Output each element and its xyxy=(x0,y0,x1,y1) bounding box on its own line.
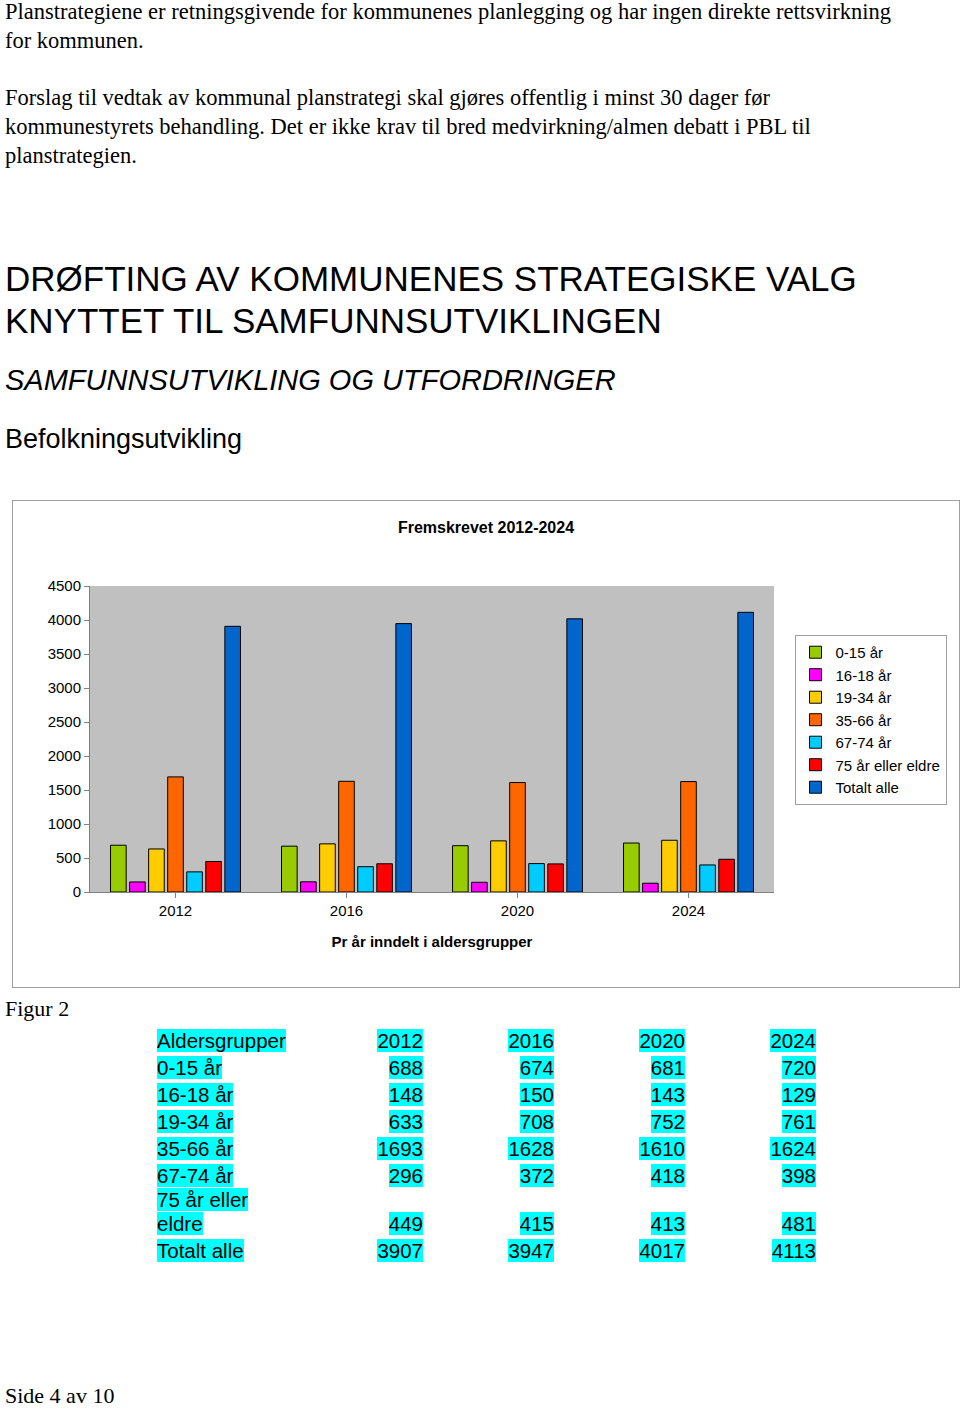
html-text:1610: 1610 xyxy=(639,1137,685,1160)
svg-text:67-74 år: 67-74 år xyxy=(836,734,892,751)
html-text:2012: 2012 xyxy=(377,1029,423,1052)
svg-text:2000: 2000 xyxy=(48,747,81,764)
svg-text:Pr år inndelt i aldersgrupper: Pr år inndelt i aldersgrupper xyxy=(332,933,533,950)
svg-text:2016: 2016 xyxy=(330,902,363,919)
svg-text:0: 0 xyxy=(73,883,81,900)
html-text:688: 688 xyxy=(388,1056,423,1079)
html-text:674: 674 xyxy=(519,1056,554,1079)
svg-text:19-34 år: 19-34 år xyxy=(836,689,892,706)
svg-text:500: 500 xyxy=(56,849,81,866)
html-text:681: 681 xyxy=(650,1056,685,1079)
html-text:1693: 1693 xyxy=(377,1137,423,1160)
html-text:0-15 år: 0-15 år xyxy=(157,1056,222,1079)
svg-text:16-18 år: 16-18 år xyxy=(836,667,892,684)
html-text:SAMFUNNSUTVIKLING OG UTFORDRIN: SAMFUNNSUTVIKLING OG UTFORDRINGER xyxy=(5,364,616,396)
html-text:449: 449 xyxy=(388,1212,423,1235)
html-text:Side 4 av 10: Side 4 av 10 xyxy=(5,1383,115,1408)
html-text:3907: 3907 xyxy=(377,1239,423,1262)
html-text:398: 398 xyxy=(781,1164,816,1187)
html-text:Figur 2: Figur 2 xyxy=(5,996,70,1021)
svg-text:4500: 4500 xyxy=(48,577,81,594)
svg-text:2500: 2500 xyxy=(48,713,81,730)
html-text:Forslag til vedtak av kommunal: Forslag til vedtak av kommunal planstrat… xyxy=(5,85,811,168)
html-text:75 år eller eldre: 75 år eller eldre xyxy=(157,1188,249,1235)
html-text:67-74 år: 67-74 år xyxy=(157,1164,234,1187)
svg-text:3500: 3500 xyxy=(48,645,81,662)
html-text:19-34 år: 19-34 år xyxy=(157,1110,234,1133)
html-text:Aldersgrupper: Aldersgrupper xyxy=(157,1029,286,1052)
html-text:2020: 2020 xyxy=(639,1029,685,1052)
html-text:Totalt alle: Totalt alle xyxy=(157,1239,244,1262)
html-text:481: 481 xyxy=(781,1212,816,1235)
svg-text:0-15 år: 0-15 år xyxy=(836,644,884,661)
html-text:150: 150 xyxy=(519,1083,554,1106)
html-text:296: 296 xyxy=(388,1164,423,1187)
svg-text:2024: 2024 xyxy=(672,902,705,919)
html-text:2016: 2016 xyxy=(508,1029,554,1052)
svg-text:75 år eller eldre: 75 år eller eldre xyxy=(836,757,940,774)
svg-text:2012: 2012 xyxy=(159,902,192,919)
svg-text:3000: 3000 xyxy=(48,679,81,696)
html-text:4017: 4017 xyxy=(639,1239,685,1262)
svg-text:Totalt alle: Totalt alle xyxy=(836,779,899,796)
svg-text:35-66 år: 35-66 år xyxy=(836,712,892,729)
html-text:2024: 2024 xyxy=(770,1029,816,1052)
html-text:DRØFTING AV KOMMUNENES STRATEG: DRØFTING AV KOMMUNENES STRATEGISKE VALG … xyxy=(5,259,857,340)
html-text:129: 129 xyxy=(781,1083,816,1106)
html-text:1628: 1628 xyxy=(508,1137,554,1160)
html-text:Planstrategiene er retningsgiv: Planstrategiene er retningsgivende for k… xyxy=(5,0,891,53)
svg-text:4000: 4000 xyxy=(48,611,81,628)
svg-text:1000: 1000 xyxy=(48,815,81,832)
html-text:415: 415 xyxy=(519,1212,554,1235)
html-text:143: 143 xyxy=(650,1083,685,1106)
html-text:413: 413 xyxy=(650,1212,685,1235)
svg-text:1500: 1500 xyxy=(48,781,81,798)
html-text:4113: 4113 xyxy=(771,1239,816,1262)
html-text:16-18 år: 16-18 år xyxy=(157,1083,234,1106)
svg-text:Fremskrevet 2012-2024: Fremskrevet 2012-2024 xyxy=(398,519,574,536)
html-text:1624: 1624 xyxy=(770,1137,816,1160)
html-text:752: 752 xyxy=(650,1110,685,1133)
svg-text:2020: 2020 xyxy=(501,902,534,919)
html-text:3947: 3947 xyxy=(508,1239,554,1262)
html-text:761: 761 xyxy=(781,1110,816,1133)
html-text:Befolkningsutvikling: Befolkningsutvikling xyxy=(5,424,243,454)
html-text:148: 148 xyxy=(388,1083,423,1106)
html-text:720: 720 xyxy=(781,1056,816,1079)
html-text:418: 418 xyxy=(650,1164,685,1187)
html-text:35-66 år: 35-66 år xyxy=(157,1137,234,1160)
html-text:633: 633 xyxy=(388,1110,423,1133)
html-text:372: 372 xyxy=(519,1164,554,1187)
html-text:708: 708 xyxy=(519,1110,554,1133)
